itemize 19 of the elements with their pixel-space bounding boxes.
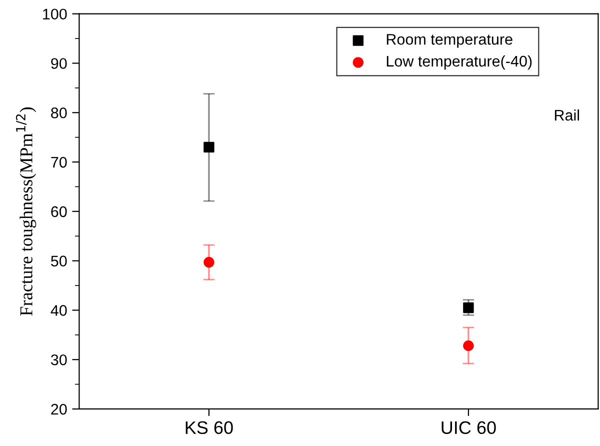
y-tick-label: 20 — [51, 404, 67, 415]
y-tick-label: 60 — [51, 206, 67, 218]
y-tick-label: 30 — [50, 354, 67, 366]
y-tick-label: 90 — [51, 58, 67, 69]
point — [463, 340, 474, 352]
y-tick-label: 50 — [51, 256, 67, 266]
y-axis-title: Fracture toughness(MPm$^{1/2}$) — [16, 107, 36, 316]
legend-label: Low temperature(-40) — [386, 55, 532, 70]
point — [463, 302, 474, 314]
y-tick-label: 70 — [51, 156, 67, 168]
point — [204, 256, 214, 268]
y-tick-label: 80 — [51, 107, 67, 118]
x-tick-label: KS 60 — [186, 421, 233, 434]
legend-label: Room temperature — [386, 34, 512, 48]
y-tick-label: 100 — [43, 8, 67, 20]
annotation: Rail — [554, 109, 580, 121]
x-tick-label: UIC 60 — [442, 421, 496, 434]
y-tick-label: 40 — [50, 305, 67, 316]
point — [204, 142, 214, 153]
